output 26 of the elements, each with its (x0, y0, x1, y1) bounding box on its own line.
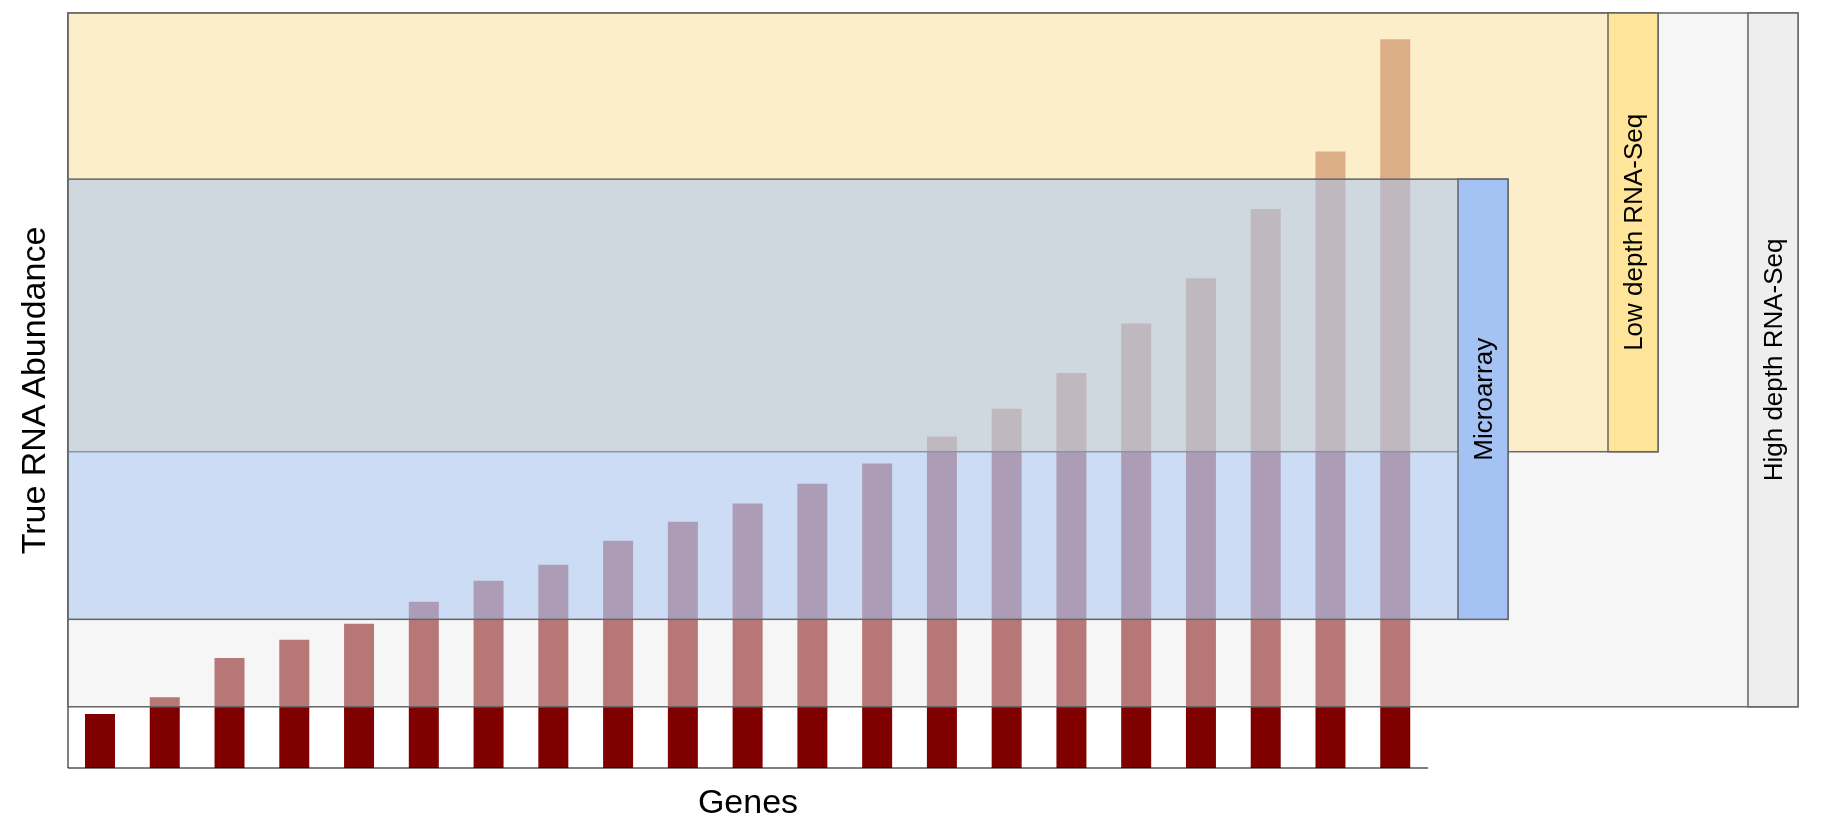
bar (797, 483, 828, 768)
x-axis-title: Genes (697, 782, 799, 820)
bar (991, 408, 1022, 768)
band-label: Low depth RNA-Seq (1618, 113, 1648, 351)
bar (732, 503, 763, 768)
bar (603, 540, 634, 768)
bar (1380, 39, 1411, 768)
bar (214, 657, 245, 768)
bar (1121, 323, 1152, 768)
bar (85, 714, 115, 768)
bar (344, 623, 375, 768)
bar (149, 697, 180, 768)
bar (667, 521, 698, 768)
bar (1315, 151, 1346, 768)
band-label: High depth RNA-Seq (1758, 238, 1788, 482)
bar (1250, 209, 1281, 768)
bar (862, 463, 893, 768)
bar (408, 601, 439, 768)
bar (1056, 373, 1087, 768)
bar (279, 639, 310, 768)
y-axis-title: True RNA Abundance (14, 226, 53, 555)
bar (926, 436, 957, 768)
band-label: Microarray (1468, 337, 1498, 461)
bar (473, 580, 504, 768)
bar (1185, 278, 1216, 768)
bar (538, 564, 569, 768)
